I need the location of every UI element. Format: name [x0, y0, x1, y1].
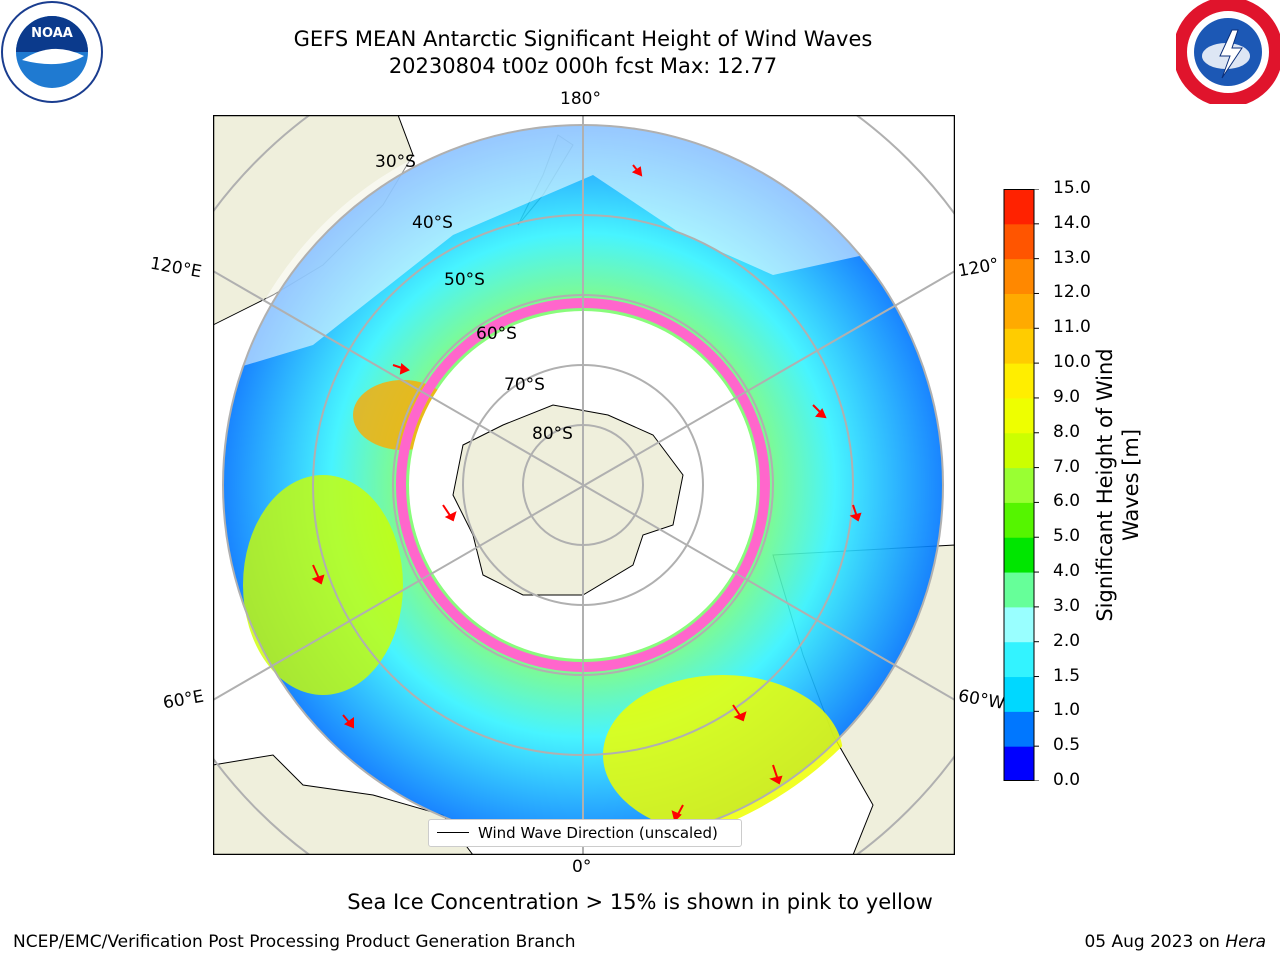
- colorbar-segment: [1004, 606, 1034, 643]
- direction-arrowhead: [399, 363, 410, 375]
- lat-label-40s: 40°S: [412, 213, 453, 233]
- lon-label-180: 180°: [560, 89, 601, 109]
- nws-logo: [1176, 0, 1280, 104]
- direction-arrowhead: [733, 711, 747, 722]
- lat-label-80s: 80°S: [532, 424, 573, 444]
- colorbar-tick-label: 0.0: [1053, 770, 1081, 790]
- lat-label-50s: 50°S: [444, 270, 485, 290]
- graticule: [213, 115, 955, 855]
- colorbar-segment: [1004, 293, 1034, 329]
- map-subtitle: 20230804 t00z 000h fcst Max: 12.77: [388, 54, 778, 78]
- colorbar-tick-label: 4.0: [1053, 561, 1081, 582]
- lon-label-120w: 120°: [956, 254, 1001, 282]
- wave-direction-arrows: [311, 164, 862, 822]
- map-border: [213, 115, 955, 855]
- colorbar-segment: [1004, 467, 1034, 503]
- lon-label-60e: 60°E: [161, 686, 206, 714]
- colorbar-segment: [1004, 258, 1034, 294]
- lon-label-0: 0°: [572, 857, 592, 877]
- noaa-logo: NOAA: [1, 1, 103, 103]
- colorbar-tick-label: 0.5: [1053, 735, 1081, 756]
- colorbar-segment: [1004, 676, 1034, 712]
- lon-label-60w: 60°W: [956, 686, 1007, 714]
- colorbar-segment: [1004, 397, 1034, 434]
- colorbar-tick-label: 10.0: [1053, 352, 1091, 373]
- direction-arrowhead: [849, 512, 862, 522]
- sea-ice-caption: Sea Ice Concentration > 15% is shown in …: [347, 890, 933, 914]
- lat-label-70s: 70°S: [504, 375, 545, 395]
- footer-credit: NCEP/EMC/Verification Post Processing Pr…: [13, 932, 576, 952]
- colorbar: [1003, 189, 1039, 781]
- colorbar-tick-label: 9.0: [1053, 386, 1081, 407]
- colorbar-tick-label: 8.0: [1053, 421, 1081, 442]
- colorbar-segment: [1004, 502, 1034, 538]
- colorbar-border: [1003, 189, 1035, 781]
- direction-arrowhead: [444, 511, 457, 522]
- colorbar-segment: [1004, 328, 1034, 364]
- legend-label: Wind Wave Direction (unscaled): [478, 824, 718, 842]
- colorbar-tick-label: 14.0: [1053, 212, 1091, 233]
- colorbar-label-line2: Waves [m]: [1119, 428, 1143, 542]
- colorbar-segment: [1004, 746, 1034, 781]
- colorbar-segment: [1004, 363, 1034, 399]
- direction-arrowhead: [769, 775, 783, 785]
- colorbar-segment: [1004, 572, 1034, 608]
- lon-label-120e: 120°E: [148, 253, 204, 283]
- colorbar-tick-label: 13.0: [1053, 247, 1091, 268]
- lat-label-30s: 30°S: [375, 152, 416, 172]
- colorbar-tick-label: 5.0: [1053, 526, 1081, 547]
- polar-map: [213, 115, 955, 855]
- colorbar-tick-label: 11.0: [1053, 317, 1091, 338]
- colorbar-tick-label: 15.0: [1053, 178, 1091, 198]
- direction-arrowhead: [815, 408, 827, 419]
- colorbar-segment: [1004, 641, 1034, 678]
- map-title: GEFS MEAN Antarctic Significant Height o…: [293, 27, 873, 51]
- colorbar-segment: [1004, 189, 1034, 225]
- colorbar-tick-label: 7.0: [1053, 456, 1081, 477]
- colorbar-segment: [1004, 537, 1034, 573]
- svg-text:NOAA: NOAA: [31, 26, 73, 41]
- colorbar-segment: [1004, 711, 1034, 747]
- colorbar-tick-label: 2.0: [1053, 630, 1081, 651]
- lat-label-60s: 60°S: [476, 324, 517, 344]
- colorbar-tick-label: 6.0: [1053, 491, 1081, 512]
- colorbar-label-line1: Significant Height of Wind: [1093, 348, 1117, 622]
- legend-line-icon: [437, 832, 469, 833]
- colorbar-tick-label: 12.0: [1053, 282, 1091, 303]
- footer-machine: Hera: [1225, 932, 1266, 952]
- map-legend: Wind Wave Direction (unscaled): [428, 819, 742, 847]
- footer-date: 05 Aug 2023 on Hera: [1084, 932, 1266, 952]
- colorbar-tick-label: 1.0: [1053, 700, 1081, 721]
- colorbar-tick-label: 1.5: [1053, 665, 1081, 686]
- direction-arrowhead: [631, 166, 643, 177]
- footer-date-text: 05 Aug 2023 on: [1084, 932, 1226, 952]
- direction-arrowhead: [343, 717, 354, 729]
- colorbar-label: Significant Height of Wind Waves [m]: [1092, 348, 1144, 621]
- colorbar-segment: [1004, 223, 1034, 260]
- colorbar-tick-label: 3.0: [1053, 595, 1081, 616]
- colorbar-segment: [1004, 432, 1034, 469]
- direction-arrowhead: [671, 810, 682, 822]
- direction-arrowhead: [311, 574, 325, 585]
